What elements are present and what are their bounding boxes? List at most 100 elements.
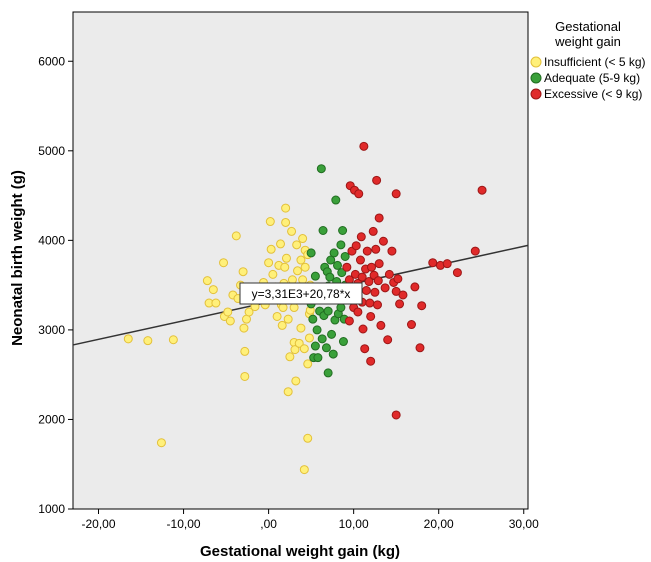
point-insufficient — [244, 307, 254, 317]
point-adequate — [312, 325, 322, 335]
legend: Gestational weight gain Insufficient (< … — [530, 19, 646, 101]
point-insufficient — [296, 323, 306, 333]
points-layer — [123, 141, 487, 475]
point-insufficient — [299, 465, 309, 475]
point-insufficient — [266, 244, 276, 254]
legend-title-line-1: Gestational — [555, 19, 621, 34]
point-insufficient — [168, 335, 178, 345]
y-tick-label: 1000 — [38, 502, 65, 516]
point-excessive — [417, 301, 427, 311]
y-tick-label: 2000 — [38, 412, 65, 426]
point-insufficient — [123, 334, 133, 344]
point-adequate — [316, 164, 326, 174]
point-excessive — [391, 189, 401, 199]
y-tick-label: 3000 — [38, 323, 65, 337]
point-excessive — [362, 246, 372, 256]
point-adequate — [332, 260, 342, 270]
y-tick-label: 4000 — [38, 233, 65, 247]
x-tick-label: ,00 — [260, 517, 277, 531]
point-insufficient — [287, 226, 297, 236]
point-insufficient — [265, 217, 275, 227]
point-excessive — [383, 335, 393, 345]
point-insufficient — [281, 253, 291, 263]
point-insufficient — [280, 262, 290, 272]
point-excessive — [368, 226, 378, 236]
point-excessive — [351, 241, 361, 251]
equation-text: y=3,31E3+20,78*x — [252, 287, 351, 301]
point-excessive — [364, 277, 374, 287]
point-insufficient — [219, 258, 229, 268]
point-insufficient — [240, 346, 250, 356]
point-excessive — [342, 262, 352, 272]
point-excessive — [358, 324, 368, 334]
point-excessive — [366, 311, 376, 321]
legend-label-adequate: Adequate (5-9 kg) — [544, 71, 640, 85]
point-excessive — [415, 343, 425, 353]
legend-items: Insufficient (< 5 kg) Adequate (5-9 kg) Ex… — [530, 55, 646, 101]
point-adequate — [306, 248, 316, 258]
point-adequate — [323, 306, 333, 316]
equation-box — [239, 282, 363, 305]
point-adequate — [328, 349, 338, 359]
point-excessive — [380, 283, 390, 293]
point-excessive — [374, 259, 384, 269]
axes-layer: -20,00 -10,00 ,00 10,00 20,00 30,00 1000 2000 30… — [38, 54, 539, 531]
point-excessive — [371, 244, 381, 254]
point-insufficient — [276, 239, 286, 249]
point-excessive — [384, 269, 394, 279]
point-insufficient — [300, 262, 310, 272]
point-excessive — [406, 320, 416, 330]
point-excessive — [372, 175, 382, 185]
point-adequate — [326, 255, 336, 265]
point-insufficient — [283, 387, 293, 397]
point-insufficient — [291, 376, 301, 386]
point-insufficient — [292, 240, 302, 250]
point-adequate — [338, 226, 348, 236]
point-excessive — [356, 232, 366, 242]
legend-label-excessive: Excessive (< 9 kg) — [544, 87, 642, 101]
legend-label-insufficient: Insufficient (< 5 kg) — [544, 55, 646, 69]
point-insufficient — [238, 267, 248, 277]
point-excessive — [355, 255, 365, 265]
point-insufficient — [290, 345, 300, 355]
point-excessive — [393, 274, 403, 284]
point-excessive — [353, 307, 363, 317]
point-excessive — [365, 298, 375, 308]
point-excessive — [378, 236, 388, 246]
point-adequate — [329, 248, 339, 258]
point-insufficient — [272, 311, 282, 321]
point-insufficient — [231, 231, 241, 241]
point-insufficient — [225, 316, 235, 326]
point-adequate — [336, 303, 346, 313]
point-insufficient — [289, 303, 299, 313]
point-adequate — [336, 240, 346, 250]
legend-marker-adequate — [530, 72, 542, 84]
point-excessive — [470, 246, 480, 256]
point-excessive — [452, 268, 462, 278]
point-insufficient — [296, 255, 306, 265]
point-insufficient — [303, 359, 313, 369]
point-excessive — [477, 185, 487, 195]
x-tick-label: -20,00 — [81, 517, 115, 531]
x-tick-label: 10,00 — [339, 517, 369, 531]
point-adequate — [318, 226, 328, 236]
equation-label: y=3,31E3+20,78*x — [239, 282, 363, 305]
point-adequate — [310, 271, 320, 281]
x-tick-label: 30,00 — [509, 517, 539, 531]
point-insufficient — [277, 320, 287, 330]
point-insufficient — [285, 352, 295, 362]
legend-title-line-2: weight gain — [554, 34, 621, 49]
point-adequate — [327, 329, 337, 339]
point-adequate — [323, 368, 333, 378]
point-insufficient — [208, 285, 218, 295]
point-excessive — [370, 287, 380, 297]
point-excessive — [359, 141, 369, 151]
point-insufficient — [293, 266, 303, 276]
point-excessive — [391, 410, 401, 420]
point-adequate — [310, 341, 320, 351]
point-excessive — [428, 258, 438, 268]
point-adequate — [337, 268, 347, 278]
point-adequate — [340, 251, 350, 261]
point-insufficient — [156, 438, 166, 448]
